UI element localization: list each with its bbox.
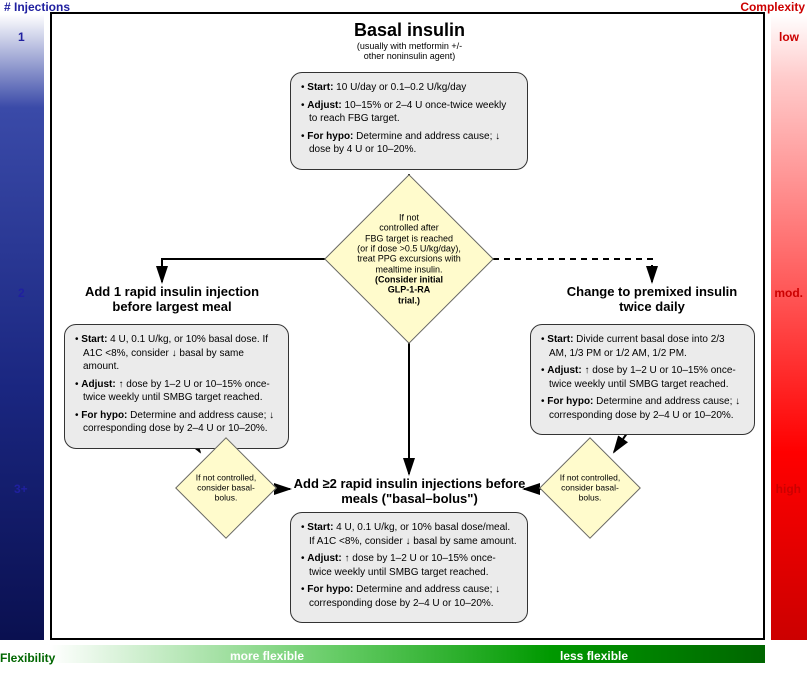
rapid1-title: Add 1 rapid insulin injection before lar… bbox=[72, 284, 272, 314]
flexibility-axis-title: Flexibility bbox=[0, 651, 55, 665]
basal-title: Basal insulin bbox=[292, 20, 527, 41]
flexibility-gradient-bar bbox=[50, 645, 765, 663]
basalbolus-title: Add ≥2 rapid insulin injections before m… bbox=[292, 476, 527, 506]
premixed-title: Change to premixed insulin twice daily bbox=[552, 284, 752, 314]
injections-tick-3: 3+ bbox=[14, 482, 28, 496]
flexibility-more: more flexible bbox=[230, 649, 304, 663]
basal-box: Start: 10 U/day or 0.1–0.2 U/kg/day Adju… bbox=[290, 72, 528, 170]
rapid1-box: Start: 4 U, 0.1 U/kg, or 10% basal dose.… bbox=[64, 324, 289, 449]
complexity-gradient-bar bbox=[771, 14, 807, 640]
basal-title-block: Basal insulin (usually with metformin +/… bbox=[292, 20, 527, 61]
decision-right-text: If not controlled, consider basal-bolus. bbox=[554, 473, 626, 502]
flowchart-canvas: Basal insulin (usually with metformin +/… bbox=[50, 12, 765, 640]
basal-subtitle: (usually with metformin +/-other noninsu… bbox=[292, 41, 527, 61]
decision-main: If notcontrolled afterFBG target is reac… bbox=[349, 199, 469, 319]
injections-tick-1: 1 bbox=[18, 30, 25, 44]
complexity-tick-mod: mod. bbox=[774, 286, 803, 300]
basalbolus-box: Start: 4 U, 0.1 U/kg, or 10% basal dose/… bbox=[290, 512, 528, 623]
complexity-tick-high: high bbox=[776, 482, 801, 496]
decision-left-text: If not controlled, consider basal-bolus. bbox=[190, 473, 262, 502]
basalbolus-title-block: Add ≥2 rapid insulin injections before m… bbox=[292, 476, 527, 506]
premixed-box: Start: Divide current basal dose into 2/… bbox=[530, 324, 755, 435]
premixed-title-block: Change to premixed insulin twice daily bbox=[552, 284, 752, 314]
basal-bullets: Start: 10 U/day or 0.1–0.2 U/kg/day Adju… bbox=[301, 81, 517, 157]
decision-right: If not controlled, consider basal-bolus. bbox=[554, 452, 626, 524]
rapid1-title-block: Add 1 rapid insulin injection before lar… bbox=[72, 284, 272, 314]
flexibility-less: less flexible bbox=[560, 649, 628, 663]
complexity-tick-low: low bbox=[779, 30, 799, 44]
decision-main-text: If notcontrolled afterFBG target is reac… bbox=[349, 212, 469, 305]
injections-tick-2: 2 bbox=[18, 286, 25, 300]
injections-gradient-bar bbox=[0, 14, 44, 640]
decision-left: If not controlled, consider basal-bolus. bbox=[190, 452, 262, 524]
